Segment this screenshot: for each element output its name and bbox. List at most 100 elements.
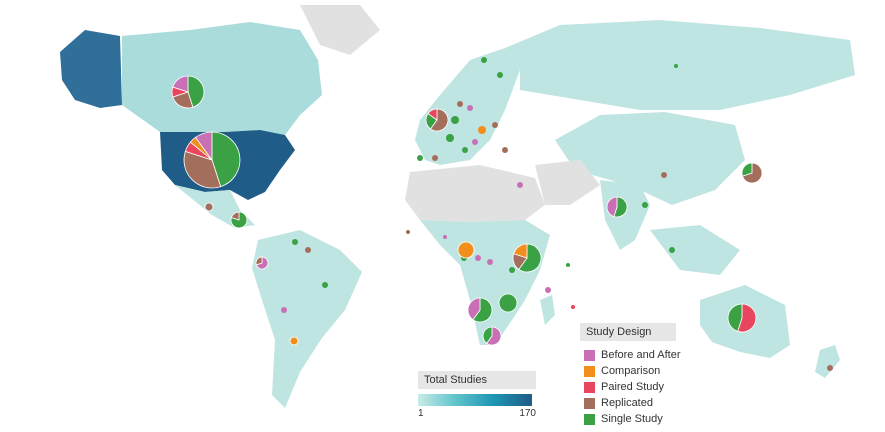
pie-slice[interactable] xyxy=(486,326,502,346)
marker-dot[interactable] xyxy=(443,235,447,239)
pie-slice[interactable] xyxy=(741,162,753,177)
marker-dot[interactable] xyxy=(509,267,515,273)
marker-dot[interactable] xyxy=(497,72,503,78)
pie-slice[interactable] xyxy=(472,297,493,323)
pie-marker[interactable] xyxy=(171,75,205,109)
marker-dot[interactable] xyxy=(281,307,287,313)
marker-dot[interactable] xyxy=(566,263,570,267)
pie-slice[interactable] xyxy=(211,131,241,188)
marker-dot[interactable] xyxy=(669,247,675,253)
total-studies-min-label: 1 xyxy=(418,408,424,419)
marker-dot[interactable] xyxy=(472,139,478,145)
pie-marker[interactable] xyxy=(425,108,449,132)
legend-label: Paired Study xyxy=(601,381,664,393)
pie-slice[interactable] xyxy=(606,196,618,218)
legend-label: Before and After xyxy=(601,349,681,361)
pie-marker[interactable] xyxy=(741,162,763,184)
marker-dot[interactable] xyxy=(451,116,459,124)
pie-slice[interactable] xyxy=(204,202,214,212)
legend-item[interactable]: Comparison xyxy=(584,363,870,379)
region-canada[interactable] xyxy=(122,22,322,135)
marker-dot[interactable] xyxy=(642,202,648,208)
region-south-america[interactable] xyxy=(252,230,362,408)
marker-dot[interactable] xyxy=(487,259,493,265)
marker-dot[interactable] xyxy=(292,239,298,245)
legend-item[interactable]: Before and After xyxy=(584,347,870,363)
marker-dot[interactable] xyxy=(406,230,410,234)
region-new-zealand[interactable] xyxy=(815,345,840,378)
marker-dot[interactable] xyxy=(661,172,667,178)
region-india[interactable] xyxy=(600,180,650,250)
legend-label: Replicated xyxy=(601,397,653,409)
pie-slice[interactable] xyxy=(194,131,213,162)
legend-item[interactable]: Paired Study xyxy=(584,379,870,395)
pie-marker[interactable] xyxy=(183,131,241,189)
marker-dot[interactable] xyxy=(674,64,678,68)
marker-dot[interactable] xyxy=(478,126,486,134)
marker-dot[interactable] xyxy=(517,182,523,188)
pie-marker[interactable] xyxy=(727,303,757,333)
marker-dot[interactable] xyxy=(502,147,508,153)
total-studies-max-label: 170 xyxy=(519,408,536,419)
marker-dot[interactable] xyxy=(457,101,463,107)
pie-slice[interactable] xyxy=(498,293,518,313)
total-studies-gradient xyxy=(418,394,532,406)
legend-swatch xyxy=(584,381,595,393)
pie-marker[interactable] xyxy=(512,243,542,273)
region-greenland[interactable] xyxy=(300,5,380,55)
pie-marker[interactable] xyxy=(230,211,248,229)
pie-marker[interactable] xyxy=(457,241,475,259)
pie-slice[interactable] xyxy=(429,108,449,132)
pie-slice[interactable] xyxy=(467,297,481,321)
legend-swatch xyxy=(584,349,595,361)
pie-slice[interactable] xyxy=(230,211,248,229)
pie-marker[interactable] xyxy=(482,326,502,346)
marker-dot[interactable] xyxy=(462,147,468,153)
pie-marker[interactable] xyxy=(606,196,628,218)
legend-item[interactable]: Replicated xyxy=(584,395,870,411)
marker-dot[interactable] xyxy=(417,155,423,161)
pie-slice[interactable] xyxy=(482,326,493,344)
pie-marker[interactable] xyxy=(204,202,214,212)
marker-dot[interactable] xyxy=(305,247,311,253)
pie-slice[interactable] xyxy=(727,303,743,332)
marker-dot[interactable] xyxy=(322,282,328,288)
marker-dot[interactable] xyxy=(827,365,833,371)
pie-slice[interactable] xyxy=(518,243,542,273)
marker-dot[interactable] xyxy=(545,287,551,293)
pie-slice[interactable] xyxy=(513,243,528,259)
region-north-africa[interactable] xyxy=(405,165,545,222)
marker-dot[interactable] xyxy=(475,255,481,261)
marker-dot[interactable] xyxy=(481,57,487,63)
pie-slice[interactable] xyxy=(230,211,240,221)
marker-dot[interactable] xyxy=(432,155,438,161)
pie-marker[interactable] xyxy=(467,297,493,323)
pie-marker[interactable] xyxy=(498,293,518,313)
region-russia[interactable] xyxy=(505,20,855,110)
pie-slice[interactable] xyxy=(183,150,222,189)
marker-dot[interactable] xyxy=(467,105,473,111)
region-alaska[interactable] xyxy=(60,30,122,108)
region-southeast-asia[interactable] xyxy=(650,225,740,275)
region-sub-saharan-africa[interactable] xyxy=(420,220,550,345)
pie-marker[interactable] xyxy=(289,336,299,346)
pie-slice[interactable] xyxy=(427,108,438,121)
marker-dot[interactable] xyxy=(571,305,575,309)
pie-slice[interactable] xyxy=(289,336,299,346)
pie-slice[interactable] xyxy=(172,75,189,93)
marker-dot[interactable] xyxy=(446,134,454,142)
legend-item[interactable]: Single Study xyxy=(584,411,870,427)
region-asia-east[interactable] xyxy=(555,112,745,205)
region-madagascar[interactable] xyxy=(540,295,555,325)
pie-marker[interactable] xyxy=(255,256,269,270)
legend-label: Single Study xyxy=(601,413,663,425)
region-middle-east[interactable] xyxy=(535,160,600,205)
pie-slice[interactable] xyxy=(255,256,263,266)
legend-swatch xyxy=(584,413,595,425)
pie-slice[interactable] xyxy=(187,75,205,108)
marker-dot[interactable] xyxy=(492,122,498,128)
legend-label: Comparison xyxy=(601,365,661,377)
legend-swatch xyxy=(584,397,595,409)
pie-slice[interactable] xyxy=(457,241,475,259)
